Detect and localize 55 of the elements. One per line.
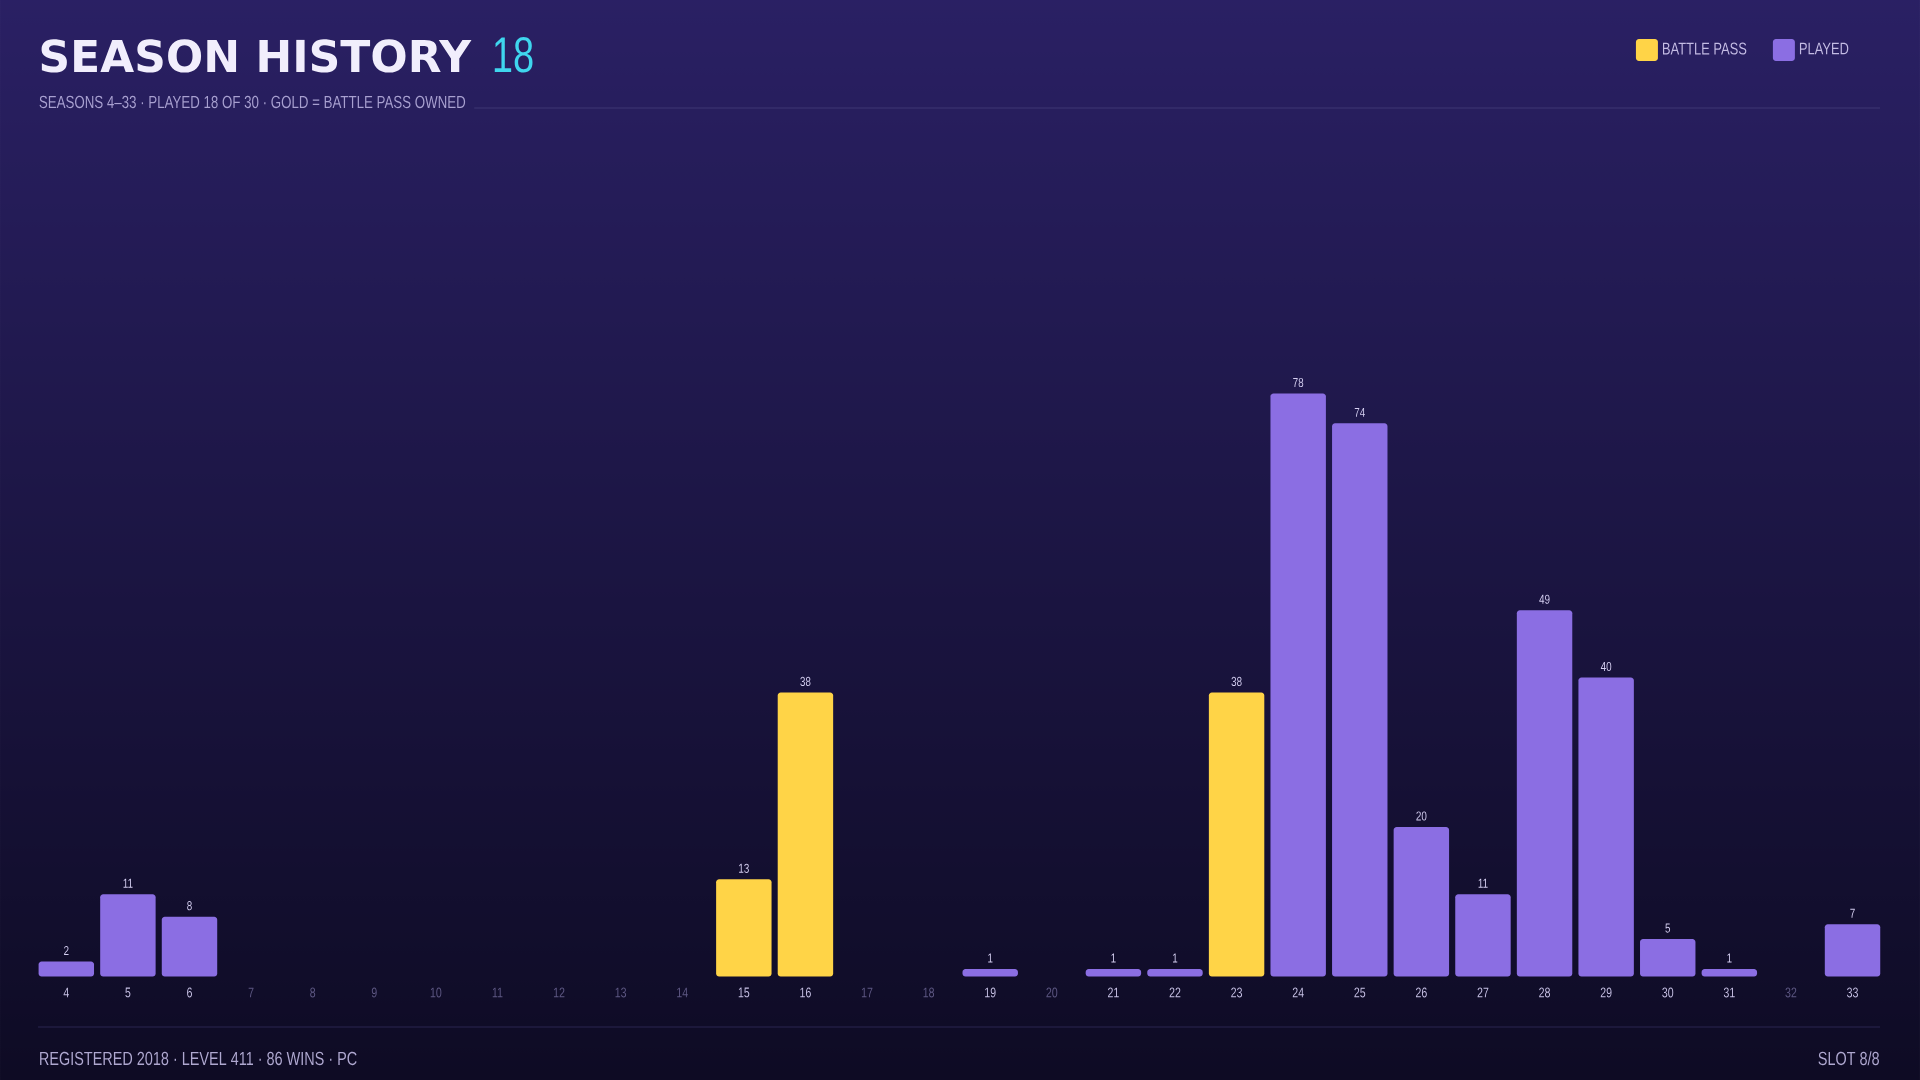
x-tick-label: 11 (492, 987, 503, 998)
data-label: 74 (1354, 407, 1365, 417)
x-tick-label: 26 (1415, 987, 1427, 998)
text: REGISTERED 2018 · LEVEL 411 · 86 WINS · PC (40, 1051, 357, 1066)
x-tick-label: 16 (800, 987, 811, 998)
x-tick-label: 33 (1847, 987, 1858, 998)
chart-subtitle: SEASONS 4–33 · PLAYED 18 OF 30 · GOLD = BATTLE PASS OWNED (39, 95, 466, 109)
data-label: 38 (800, 676, 811, 687)
data-label: 11 (123, 878, 133, 888)
x-tick-label: 9 (371, 987, 377, 998)
x-tick-label: 8 (310, 987, 316, 998)
x-tick-label: 27 (1477, 987, 1489, 998)
x-tick-label: 4 (63, 987, 69, 998)
data-label: 11 (1478, 878, 1488, 888)
data-label: 20 (1416, 811, 1427, 821)
x-tick-label: 17 (861, 987, 873, 998)
x-tick-label: 18 (923, 987, 935, 998)
chart-title: SEASON HISTORY (41, 39, 472, 73)
x-tick-label: 10 (430, 987, 442, 998)
x-tick-label: 21 (1108, 987, 1119, 998)
x-tick-label: 20 (1046, 987, 1058, 998)
data-label: 78 (1293, 377, 1304, 388)
x-tick-label: 23 (1231, 987, 1243, 998)
x-tick-label: 15 (738, 987, 750, 998)
x-tick-label: 19 (985, 987, 996, 998)
x-tick-label: 25 (1354, 987, 1366, 998)
data-label: 1 (1111, 953, 1116, 963)
data-label: 13 (739, 863, 749, 873)
data-label: 38 (1231, 676, 1242, 687)
x-tick-label: 29 (1600, 987, 1612, 998)
text: 18 (494, 37, 533, 73)
data-label: 1 (1173, 953, 1178, 963)
legend-label: BATTLE PASS (1662, 42, 1747, 55)
x-tick-label: 13 (615, 987, 627, 998)
x-tick-label: 32 (1785, 987, 1797, 998)
x-tick-label: 28 (1539, 987, 1551, 998)
x-tick-label: 31 (1723, 987, 1735, 998)
data-label: 49 (1539, 594, 1550, 604)
x-tick-label: 7 (248, 987, 254, 998)
x-tick-label: 6 (187, 987, 192, 998)
data-label: 5 (1665, 923, 1671, 933)
x-tick-label: 5 (125, 987, 131, 998)
data-label: 2 (64, 946, 69, 956)
text: SLOT 8/8 (1818, 1051, 1879, 1066)
x-tick-label: 14 (677, 987, 688, 998)
legend-label: PLAYED (1799, 42, 1849, 55)
x-tick-label: 30 (1662, 987, 1674, 998)
x-tick-label: 24 (1292, 987, 1304, 998)
data-label: 7 (1850, 908, 1855, 918)
x-tick-label: 12 (553, 987, 565, 998)
x-tick-label: 22 (1169, 987, 1181, 998)
data-label: 1 (988, 953, 993, 963)
data-label: 1 (1727, 953, 1732, 963)
data-label: 40 (1600, 661, 1612, 672)
data-label: 8 (187, 901, 192, 911)
